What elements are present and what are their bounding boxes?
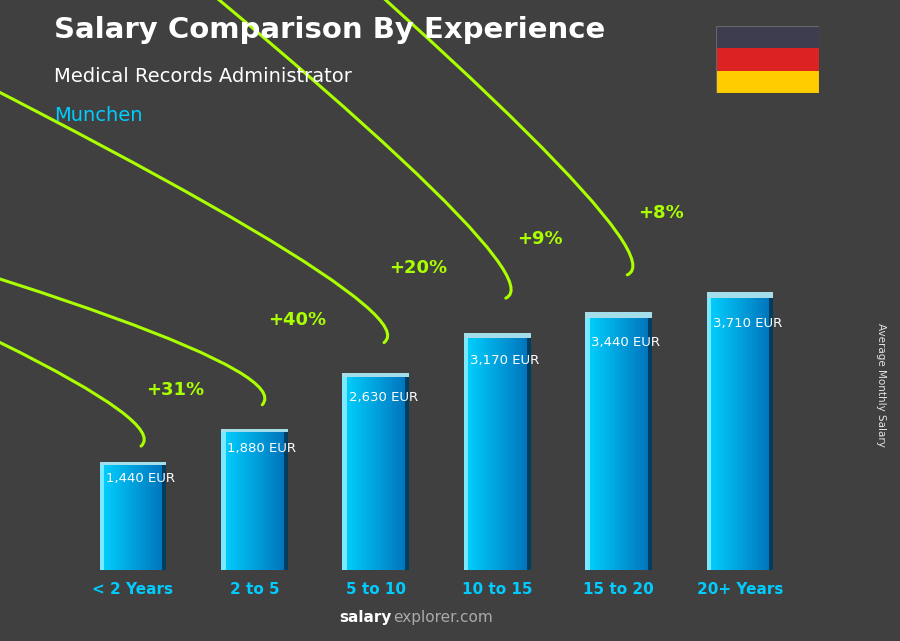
Text: 3,710 EUR: 3,710 EUR — [713, 317, 782, 330]
Text: 3,440 EUR: 3,440 EUR — [591, 335, 661, 349]
Text: 1,880 EUR: 1,880 EUR — [227, 442, 296, 455]
Text: +8%: +8% — [638, 204, 684, 222]
Text: Medical Records Administrator: Medical Records Administrator — [54, 67, 352, 87]
Text: +9%: +9% — [517, 230, 562, 248]
Text: +20%: +20% — [389, 259, 447, 277]
Text: salary: salary — [339, 610, 392, 625]
Text: +40%: +40% — [268, 311, 326, 329]
Text: Average Monthly Salary: Average Monthly Salary — [877, 322, 886, 447]
Text: Salary Comparison By Experience: Salary Comparison By Experience — [54, 16, 605, 44]
Text: 3,170 EUR: 3,170 EUR — [470, 354, 539, 367]
Text: 1,440 EUR: 1,440 EUR — [105, 472, 175, 485]
Bar — [716, 71, 819, 93]
Text: 2,630 EUR: 2,630 EUR — [348, 391, 418, 404]
Text: Munchen: Munchen — [54, 106, 142, 125]
Bar — [716, 48, 819, 71]
Bar — [716, 26, 819, 48]
Text: +31%: +31% — [147, 381, 204, 399]
Text: explorer.com: explorer.com — [393, 610, 493, 625]
